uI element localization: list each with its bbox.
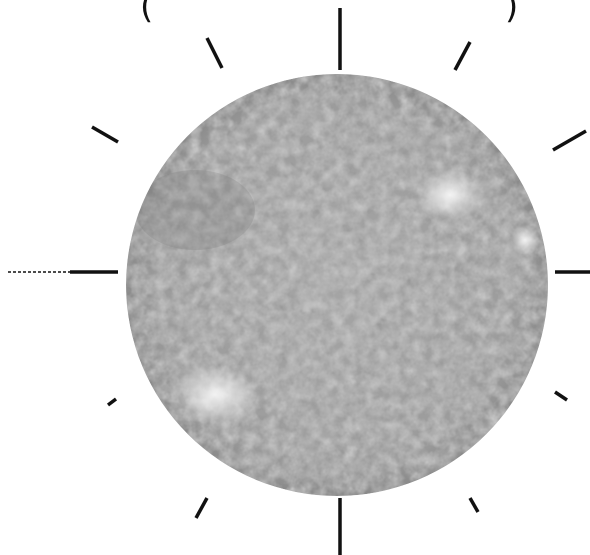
title-fragment: ) — [505, 0, 518, 27]
title-fragment: ( — [140, 0, 153, 27]
sun-disk — [126, 74, 548, 496]
orientation-ticks — [8, 8, 590, 555]
